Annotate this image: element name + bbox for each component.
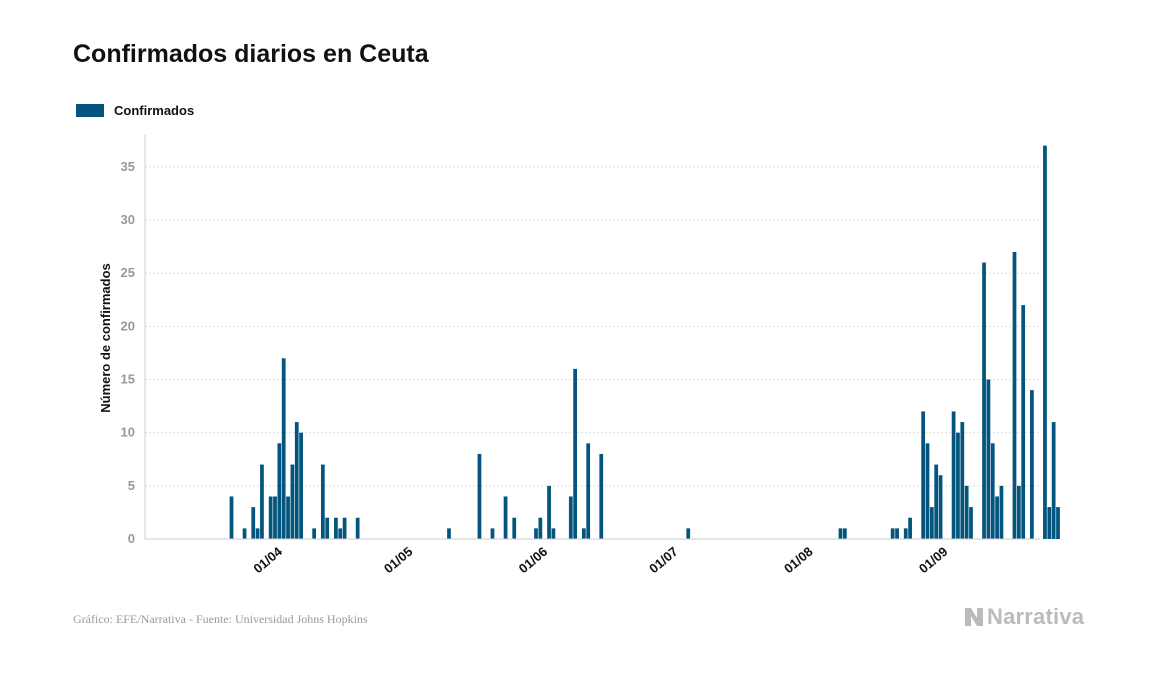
bar — [325, 517, 330, 539]
bar — [547, 485, 551, 539]
bar — [260, 464, 264, 539]
bar — [1047, 507, 1052, 539]
legend: Confirmados — [76, 103, 194, 118]
bar — [1043, 145, 1047, 539]
bar — [938, 475, 943, 539]
bar — [477, 453, 482, 539]
y-tick-label: 25 — [121, 265, 135, 280]
bar — [294, 422, 299, 539]
grid-lines — [145, 166, 1040, 487]
bar — [1021, 305, 1026, 539]
x-tick-label: 01/04 — [250, 543, 285, 576]
bar — [534, 528, 538, 539]
bar — [512, 517, 517, 539]
bar — [355, 517, 360, 539]
bar — [921, 411, 926, 539]
legend-swatch — [76, 104, 104, 117]
x-tick-label: 01/07 — [646, 544, 681, 576]
logo-text: Narrativa — [987, 604, 1085, 629]
bar — [599, 453, 604, 539]
bar — [255, 528, 260, 539]
bar — [242, 528, 247, 539]
bar — [990, 443, 995, 539]
x-tick-label: 01/05 — [381, 544, 416, 576]
bar — [908, 517, 912, 539]
bar — [573, 368, 578, 539]
y-tick-label: 20 — [121, 318, 135, 333]
y-tick-label: 10 — [121, 425, 135, 440]
bar — [982, 262, 986, 539]
bar — [281, 358, 286, 539]
x-tick-label: 01/06 — [516, 544, 551, 576]
bar — [1051, 422, 1056, 539]
bar — [312, 528, 317, 539]
bar — [273, 496, 277, 539]
bar — [1016, 485, 1021, 539]
bar — [581, 528, 586, 539]
bar — [251, 507, 256, 539]
narrativa-n-icon — [965, 608, 983, 626]
bar — [503, 496, 508, 539]
logo: Narrativa — [963, 604, 1084, 630]
bar — [838, 528, 843, 539]
bar — [929, 507, 934, 539]
bar — [286, 496, 290, 539]
bar — [999, 485, 1004, 539]
x-axis-ticks: 01/04 01/05 01/06 01/07 01/08 01/09 — [250, 543, 950, 576]
bar — [334, 517, 338, 539]
bar — [342, 517, 347, 539]
legend-label: Confirmados — [114, 103, 195, 118]
x-tick-label: 01/08 — [781, 544, 816, 576]
x-tick-label: 01/09 — [916, 544, 951, 576]
bar — [964, 485, 969, 539]
bar — [842, 528, 847, 539]
bar — [956, 432, 960, 539]
bar — [1056, 507, 1060, 539]
bar — [895, 528, 899, 539]
bar — [686, 528, 691, 539]
bar — [1030, 390, 1034, 539]
bar — [447, 528, 451, 539]
y-axis-label: Número de confirmados — [98, 263, 113, 413]
bar — [568, 496, 573, 539]
bar — [890, 528, 895, 539]
y-axis-ticks: 0 5 10 15 20 25 30 35 — [121, 159, 135, 546]
bar — [551, 528, 556, 539]
y-tick-label: 0 — [128, 531, 135, 546]
bar — [903, 528, 908, 539]
bar — [299, 432, 303, 539]
bar — [490, 528, 495, 539]
bar — [934, 464, 939, 539]
y-tick-label: 35 — [121, 159, 135, 174]
y-tick-label: 30 — [121, 212, 135, 227]
bar — [229, 496, 234, 539]
bar — [320, 464, 325, 539]
bars — [229, 145, 1060, 539]
bar — [960, 422, 965, 539]
bar — [925, 443, 930, 539]
chart-title: Confirmados diarios en Ceuta — [73, 40, 429, 68]
y-tick-label: 5 — [128, 478, 135, 493]
bar — [1012, 251, 1017, 539]
bar — [268, 496, 273, 539]
bar — [338, 528, 343, 539]
bar — [586, 443, 591, 539]
source-note: Gráfico: EFE/Narrativa - Fuente: Univers… — [73, 612, 368, 626]
bar — [951, 411, 956, 539]
bar — [969, 507, 973, 539]
bar — [290, 464, 295, 539]
bar — [995, 496, 999, 539]
y-tick-label: 15 — [121, 372, 135, 387]
bar — [538, 517, 543, 539]
bar — [277, 443, 282, 539]
bar — [986, 379, 991, 539]
